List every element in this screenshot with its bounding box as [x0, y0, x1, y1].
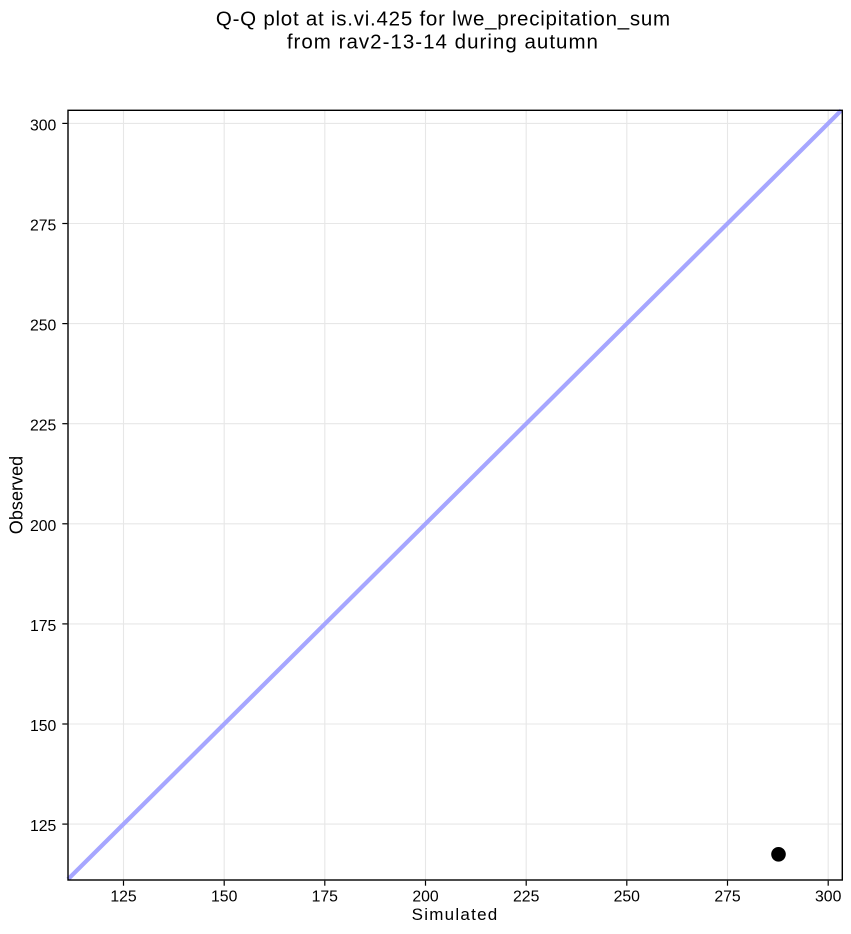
svg-text:125: 125 — [30, 818, 57, 835]
svg-text:275: 275 — [714, 889, 741, 906]
svg-text:125: 125 — [110, 889, 137, 906]
svg-text:175: 175 — [30, 618, 57, 635]
svg-text:Q-Q plot at is.vi.425 for lwe_: Q-Q plot at is.vi.425 for lwe_precipitat… — [216, 7, 671, 30]
svg-text:150: 150 — [211, 889, 238, 906]
svg-text:225: 225 — [513, 889, 540, 906]
svg-text:250: 250 — [614, 889, 641, 906]
svg-text:300: 300 — [815, 889, 842, 906]
svg-text:200: 200 — [412, 889, 439, 906]
svg-text:Observed: Observed — [7, 456, 27, 534]
svg-text:225: 225 — [30, 418, 57, 435]
svg-text:150: 150 — [30, 718, 57, 735]
svg-text:275: 275 — [30, 218, 57, 235]
svg-text:from rav2-13-14 during autumn: from rav2-13-14 during autumn — [287, 30, 599, 53]
svg-text:175: 175 — [312, 889, 339, 906]
svg-text:250: 250 — [30, 318, 57, 335]
svg-text:300: 300 — [30, 117, 57, 134]
svg-text:Simulated: Simulated — [412, 905, 499, 924]
svg-text:200: 200 — [30, 518, 57, 535]
